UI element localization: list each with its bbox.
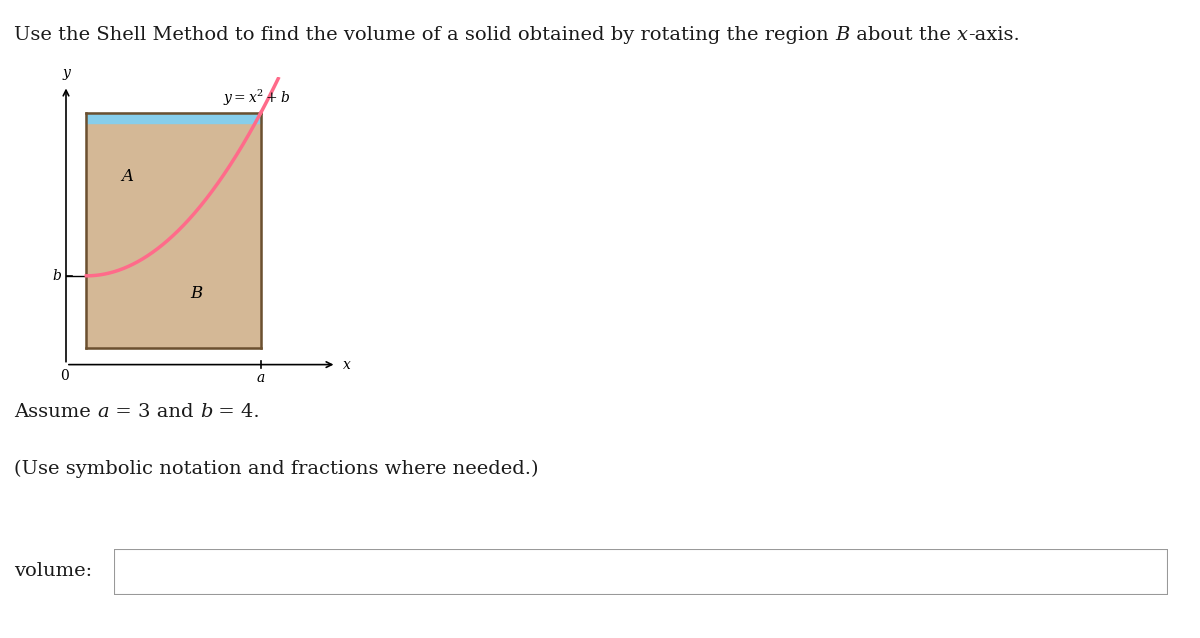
Text: B: B [835, 26, 850, 44]
FancyBboxPatch shape [116, 548, 1168, 598]
Text: B: B [191, 285, 203, 302]
Text: a: a [257, 371, 265, 385]
Text: -axis.: -axis. [967, 26, 1020, 44]
Text: Assume: Assume [14, 403, 97, 420]
Text: volume:: volume: [14, 562, 92, 580]
Text: x: x [956, 26, 967, 44]
Text: A: A [121, 168, 133, 184]
Text: a: a [97, 403, 109, 420]
Text: = 4.: = 4. [212, 403, 260, 420]
Text: y: y [62, 66, 70, 80]
Text: about the: about the [850, 26, 956, 44]
Text: 0: 0 [60, 369, 68, 383]
Text: Use the Shell Method to find the volume of a solid obtained by rotating the regi: Use the Shell Method to find the volume … [14, 26, 835, 44]
Text: x: x [343, 358, 352, 371]
Text: (Use symbolic notation and fractions where needed.): (Use symbolic notation and fractions whe… [14, 460, 539, 478]
Text: b: b [53, 269, 61, 283]
Text: = 3 and: = 3 and [109, 403, 199, 420]
Text: b: b [199, 403, 212, 420]
Text: $y = x^2 + b$: $y = x^2 + b$ [223, 88, 290, 108]
FancyBboxPatch shape [114, 549, 1168, 595]
